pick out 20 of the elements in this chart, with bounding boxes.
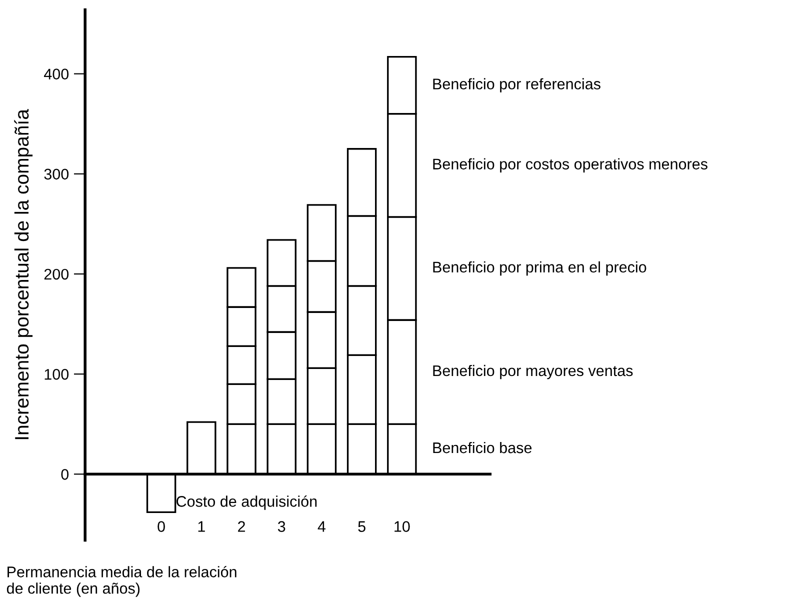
x-tick-label: 4	[318, 521, 326, 532]
series-label: Costo de adquisición	[176, 495, 317, 510]
series-label: Beneficio por referencias	[433, 78, 600, 92]
x-tick-label: 10	[394, 521, 410, 532]
series-label: Beneficio por costos operativos menores	[433, 158, 708, 172]
x-tick-label: 3	[278, 521, 286, 532]
y-axis-title: Incremento porcentual de la compañía	[14, 109, 33, 440]
x-axis-title: Permanencia media de la relación de cliente (en años)	[6, 566, 236, 597]
y-tick-label: 400	[44, 68, 69, 80]
x-tick-label: 5	[358, 521, 366, 532]
y-tick-label: 0	[61, 468, 69, 480]
y-tick-label: 100	[44, 368, 69, 380]
y-tick-label: 200	[44, 268, 69, 280]
series-label: Beneficio base	[433, 442, 532, 454]
series-label: Beneficio por prima en el precio	[433, 261, 646, 276]
series-label: Beneficio por mayores ventas	[433, 364, 633, 380]
x-tick-label: 0	[158, 521, 165, 532]
x-tick-label: 1	[198, 521, 205, 532]
y-tick-label: 300	[44, 168, 69, 180]
x-tick-label: 2	[238, 521, 245, 532]
